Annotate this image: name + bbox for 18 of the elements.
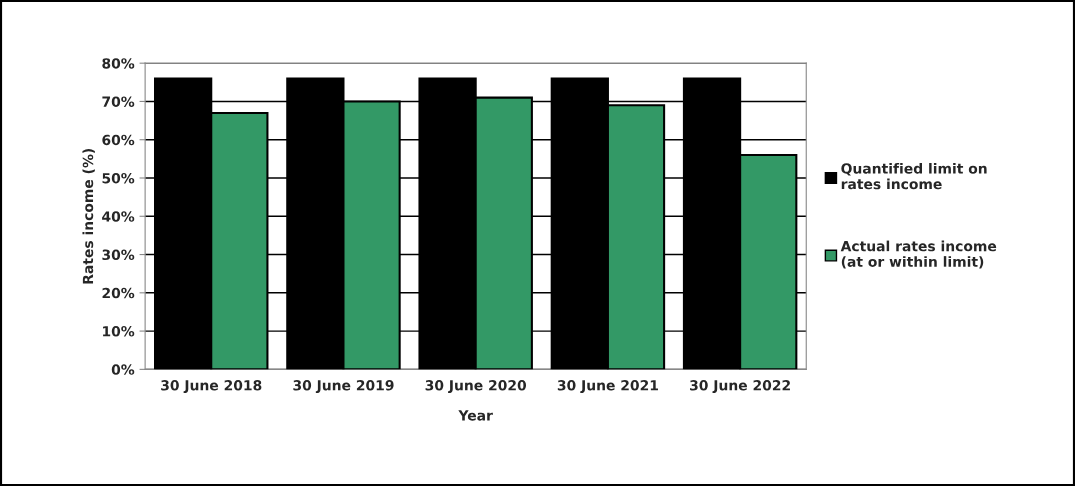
y-tick-label: 70% [102, 96, 135, 107]
y-tick-label: 10% [103, 326, 135, 337]
y-axis-title: Rates income (%) [82, 148, 95, 284]
x-tick-label: 30 June 2022 [690, 380, 790, 394]
y-tick-label: 60% [102, 134, 135, 146]
x-axis-title: Year [458, 410, 493, 421]
y-tick-label: 30% [102, 249, 135, 261]
y-tick-label: 50% [102, 172, 135, 184]
x-tick-label: 30 June 2018 [161, 380, 262, 394]
x-tick-label: 30 June 2020 [425, 380, 527, 394]
y-tick-label: 80% [102, 58, 135, 69]
y-tick-label: 0% [111, 364, 135, 375]
legend-label: Quantified limit on rates income [841, 162, 987, 190]
y-tick-label: 40% [102, 211, 135, 222]
y-tick-label: 20% [102, 287, 135, 299]
legend-label: Actual rates income (at or within limit) [840, 240, 997, 269]
x-tick-label: 30 June 2019 [293, 380, 394, 394]
x-tick-label: 30 June 2021 [557, 380, 658, 394]
